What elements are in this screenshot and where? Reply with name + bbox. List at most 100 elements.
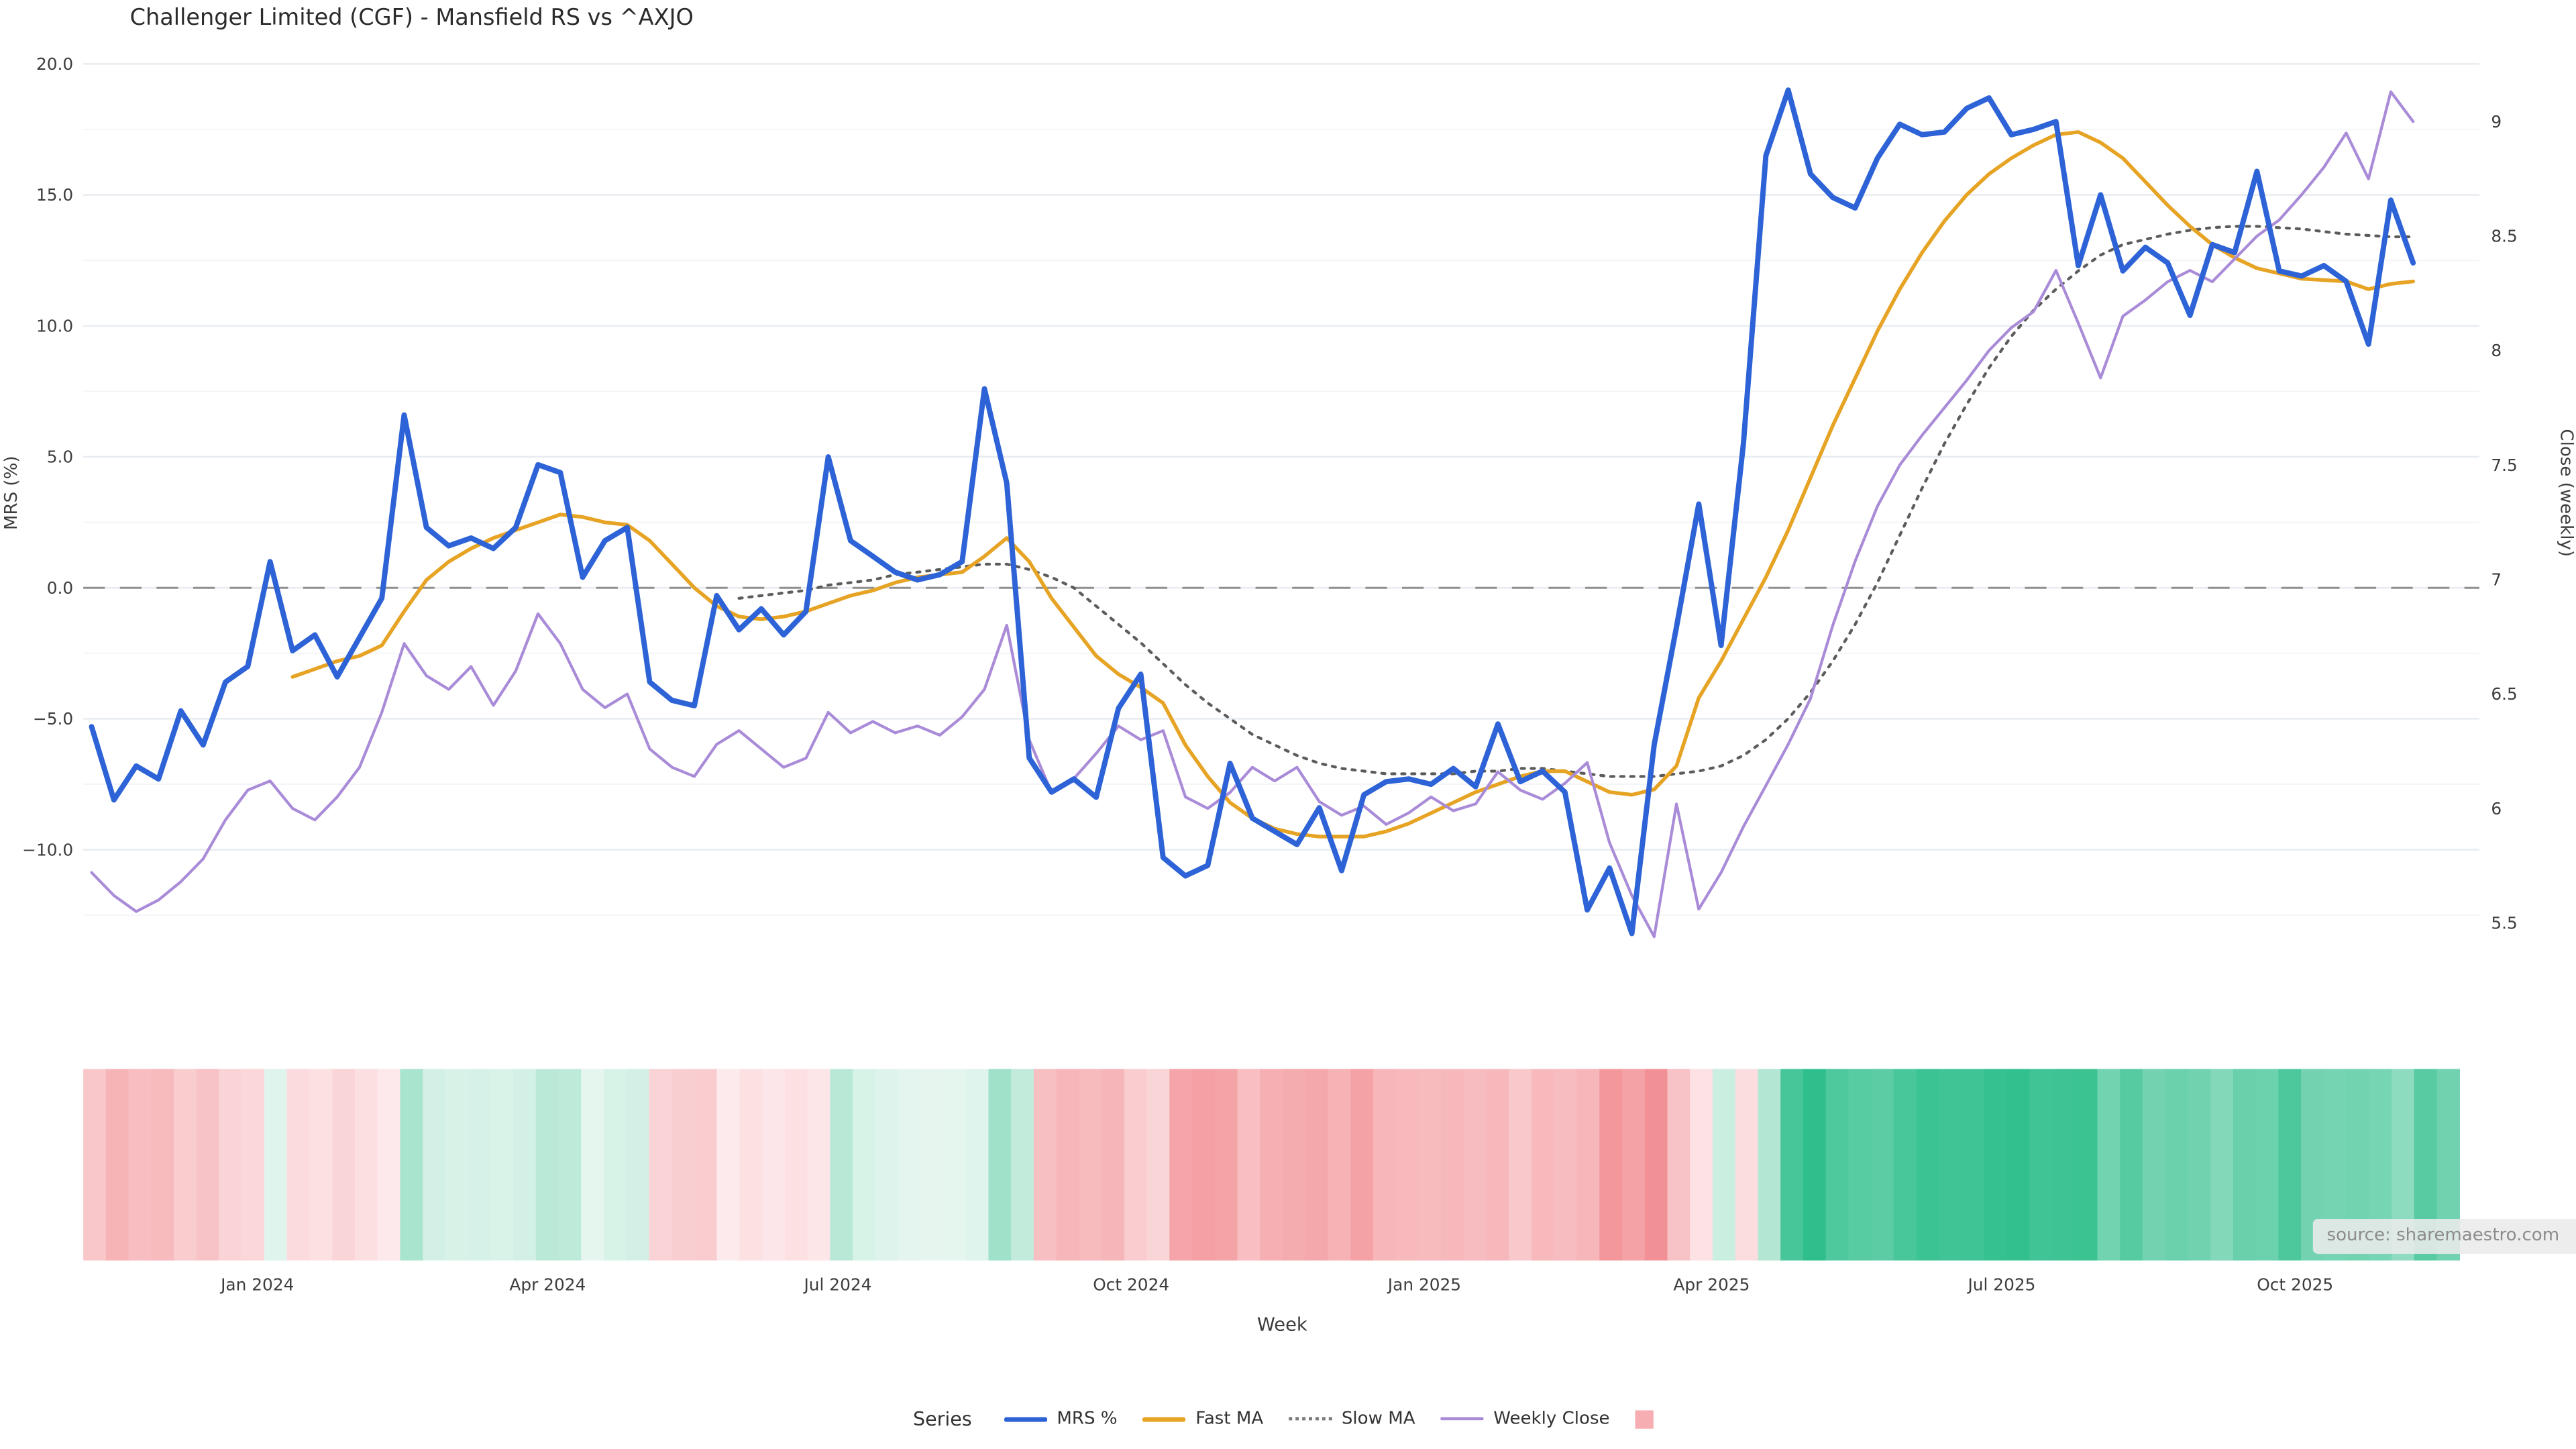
source-note: source: sharemaestro.com: [2313, 1218, 2576, 1254]
heatmap-cell: [2233, 1069, 2257, 1261]
heatmap-cell: [1871, 1069, 1894, 1261]
legend-item-label: MRS %: [1057, 1408, 1118, 1429]
heatmap-cell: [535, 1069, 559, 1261]
heatmap-cell: [490, 1069, 514, 1261]
heatmap-cell: [1893, 1069, 1917, 1261]
heatmap-cell: [1916, 1069, 1940, 1261]
heatmap-cell: [988, 1069, 1012, 1261]
heatmap-cell: [2006, 1069, 2030, 1261]
left-axis-tick-label: −10.0: [22, 840, 73, 859]
heatmap-cell: [2210, 1069, 2234, 1261]
x-axis-title: Week: [1257, 1314, 1307, 1335]
heatmap-cell: [128, 1069, 152, 1261]
right-axis-tick-label: 5.5: [2491, 913, 2517, 932]
heatmap-cell: [2142, 1069, 2166, 1261]
series-line-fast-ma: [290, 130, 2415, 839]
heatmap-cell: [1803, 1069, 1827, 1261]
series-line-weekly-close: [90, 90, 2415, 938]
legend-item-mrs[interactable]: MRS %: [1003, 1408, 1118, 1429]
heatmap-cell: [445, 1069, 469, 1261]
heatmap-cell: [2120, 1069, 2143, 1261]
heatmap-cell: [2051, 1069, 2076, 1261]
heatmap-cell: [1939, 1069, 1962, 1261]
right-axis-tick-label: 7.5: [2491, 455, 2517, 475]
heatmap-cell: [1735, 1069, 1759, 1261]
right-axis-title: Close (weekly): [2557, 429, 2576, 557]
legend-title: Series: [912, 1407, 972, 1431]
heatmap-cell: [1712, 1069, 1736, 1261]
legend-item-label: Weekly Close: [1493, 1408, 1610, 1429]
heatmap-cell: [1667, 1069, 1690, 1261]
heatmap-cell: [196, 1069, 220, 1261]
heatmap-cell: [898, 1069, 922, 1261]
heatmap-cell: [1283, 1069, 1306, 1261]
x-axis-tick-label: Jul 2025: [1966, 1275, 2035, 1295]
heatmap-cell: [1758, 1069, 1781, 1261]
heatmap-cell: [1056, 1069, 1080, 1261]
heatmap-cell: [2097, 1069, 2121, 1261]
left-axis-tick-label: 15.0: [36, 185, 73, 205]
slow-ma-dotted-swatch-icon: [1288, 1417, 1332, 1421]
heatmap-cell: [762, 1069, 786, 1261]
heatmap-cell: [965, 1069, 989, 1261]
heatmap-cell: [2165, 1069, 2189, 1261]
left-axis-title: MRS (%): [1, 455, 21, 529]
heatmap-cell: [807, 1069, 831, 1261]
heatmap-cell: [332, 1069, 356, 1261]
heatmap-cell: [400, 1069, 423, 1261]
heatmap-cell: [943, 1069, 967, 1261]
heatmap-cell: [2074, 1069, 2098, 1261]
heatmap-cell: [1214, 1069, 1238, 1261]
heatmap-cell: [1395, 1069, 1419, 1261]
heatmap-cell: [151, 1069, 174, 1261]
heatmap-cell: [672, 1069, 695, 1261]
heatmap-cell: [875, 1069, 899, 1261]
heatmap-cell: [1509, 1069, 1532, 1261]
heatmap-cell: [219, 1069, 242, 1261]
heatmap-cell: [1984, 1069, 2008, 1261]
heatmap-cell: [739, 1069, 763, 1261]
heatmap-cell: [1192, 1069, 1216, 1261]
heatmap-cell: [1576, 1069, 1601, 1261]
heatmap-cell: [513, 1069, 537, 1261]
heatmap-square-swatch-icon: [1634, 1409, 1654, 1428]
heatmap-cell: [1622, 1069, 1646, 1261]
heatmap-cell: [1305, 1069, 1329, 1261]
heatmap-cell: [1373, 1069, 1397, 1261]
heatmap-cell: [1532, 1069, 1555, 1261]
left-axis-tick-label: 20.0: [36, 54, 73, 74]
heatmap-cell: [1418, 1069, 1442, 1261]
heatmap-cell: [558, 1069, 582, 1261]
heatmap-cell: [626, 1069, 650, 1261]
x-axis-tick-label: Apr 2024: [509, 1275, 586, 1295]
heatmap-cell: [853, 1069, 876, 1261]
legend-item-slow-ma[interactable]: Slow MA: [1288, 1409, 1415, 1429]
x-axis-tick-label: Oct 2024: [1093, 1275, 1169, 1295]
x-axis-tick-label: Jul 2024: [802, 1275, 871, 1295]
legend-item-label: Slow MA: [1341, 1408, 1415, 1429]
heatmap-cell: [2255, 1069, 2279, 1261]
legend-item-heatmap[interactable]: [1634, 1409, 1663, 1428]
fast-ma-line-swatch-icon: [1142, 1416, 1186, 1421]
heatmap-cell: [354, 1069, 378, 1261]
heatmap-cell: [830, 1069, 853, 1261]
x-axis-tick-label: Oct 2025: [2257, 1275, 2333, 1295]
heatmap-cell: [1124, 1069, 1148, 1261]
heatmap-cell: [1690, 1069, 1713, 1261]
heatmap-cell: [174, 1069, 197, 1261]
heatmap-cell: [920, 1069, 944, 1261]
right-axis-tick-label: 6: [2491, 799, 2502, 818]
heatmap-cell: [241, 1069, 265, 1261]
legend-item-weekly-close[interactable]: Weekly Close: [1440, 1409, 1610, 1429]
left-axis-tick-label: 10.0: [36, 316, 73, 335]
heatmap-cell: [694, 1069, 718, 1261]
heatmap-cell: [603, 1069, 627, 1261]
heatmap-cell: [1079, 1069, 1102, 1261]
heatmap-cell: [1260, 1069, 1283, 1261]
heatmap-cell: [784, 1069, 808, 1261]
legend-item-fast-ma[interactable]: Fast MA: [1142, 1409, 1263, 1429]
heatmap-cell: [309, 1069, 333, 1261]
heatmap-cell: [649, 1069, 672, 1261]
